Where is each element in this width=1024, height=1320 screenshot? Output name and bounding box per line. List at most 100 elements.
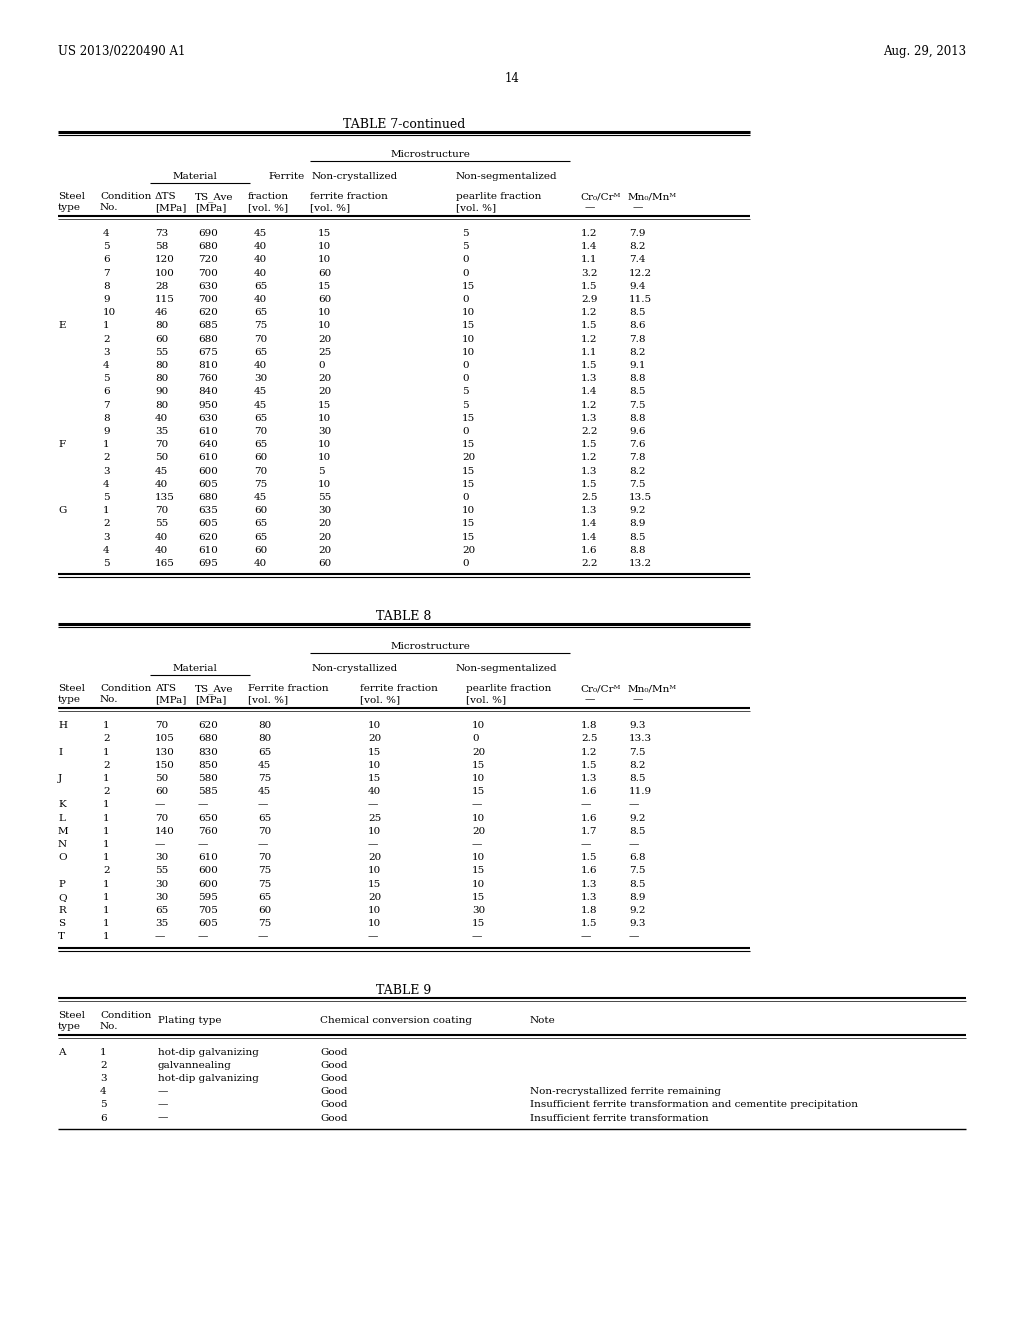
Text: No.: No. bbox=[100, 203, 119, 213]
Text: 7: 7 bbox=[103, 268, 110, 277]
Text: —: — bbox=[633, 203, 643, 213]
Text: 9.2: 9.2 bbox=[629, 506, 645, 515]
Text: 1.5: 1.5 bbox=[581, 853, 597, 862]
Text: Plating type: Plating type bbox=[158, 1015, 221, 1024]
Text: [vol. %]: [vol. %] bbox=[456, 203, 496, 213]
Text: 1.3: 1.3 bbox=[581, 506, 597, 515]
Text: 45: 45 bbox=[254, 387, 267, 396]
Text: 0: 0 bbox=[462, 492, 469, 502]
Text: No.: No. bbox=[100, 696, 119, 704]
Text: 60: 60 bbox=[254, 545, 267, 554]
Text: 25: 25 bbox=[318, 347, 331, 356]
Text: 1.5: 1.5 bbox=[581, 360, 597, 370]
Text: P: P bbox=[58, 879, 65, 888]
Text: 20: 20 bbox=[462, 545, 475, 554]
Text: 10: 10 bbox=[318, 453, 331, 462]
Text: 600: 600 bbox=[198, 879, 218, 888]
Text: 15: 15 bbox=[462, 321, 475, 330]
Text: 8.9: 8.9 bbox=[629, 892, 645, 902]
Text: 15: 15 bbox=[462, 479, 475, 488]
Text: 20: 20 bbox=[318, 334, 331, 343]
Text: 60: 60 bbox=[254, 506, 267, 515]
Text: 15: 15 bbox=[462, 532, 475, 541]
Text: 5: 5 bbox=[103, 492, 110, 502]
Text: 14: 14 bbox=[505, 73, 519, 84]
Text: 8.8: 8.8 bbox=[629, 545, 645, 554]
Text: 15: 15 bbox=[472, 919, 485, 928]
Text: 70: 70 bbox=[254, 426, 267, 436]
Text: 65: 65 bbox=[254, 519, 267, 528]
Text: 9.2: 9.2 bbox=[629, 906, 645, 915]
Text: —: — bbox=[258, 840, 268, 849]
Text: E: E bbox=[58, 321, 66, 330]
Text: 680: 680 bbox=[198, 242, 218, 251]
Text: 6: 6 bbox=[103, 255, 110, 264]
Text: 1.3: 1.3 bbox=[581, 374, 597, 383]
Text: —: — bbox=[258, 800, 268, 809]
Text: 105: 105 bbox=[155, 734, 175, 743]
Text: —: — bbox=[155, 800, 165, 809]
Text: 1.8: 1.8 bbox=[581, 906, 597, 915]
Text: 80: 80 bbox=[258, 721, 271, 730]
Text: 9.3: 9.3 bbox=[629, 919, 645, 928]
Text: 45: 45 bbox=[254, 400, 267, 409]
Text: 1: 1 bbox=[103, 721, 110, 730]
Text: 60: 60 bbox=[318, 268, 331, 277]
Text: 1.8: 1.8 bbox=[581, 721, 597, 730]
Text: 8.5: 8.5 bbox=[629, 774, 645, 783]
Text: —: — bbox=[368, 932, 379, 941]
Text: 45: 45 bbox=[258, 760, 271, 770]
Text: Steel: Steel bbox=[58, 1011, 85, 1019]
Text: 13.5: 13.5 bbox=[629, 492, 652, 502]
Text: 7.8: 7.8 bbox=[629, 334, 645, 343]
Text: 3.2: 3.2 bbox=[581, 268, 597, 277]
Text: 9.6: 9.6 bbox=[629, 426, 645, 436]
Text: 7: 7 bbox=[103, 400, 110, 409]
Text: 1.6: 1.6 bbox=[581, 787, 597, 796]
Text: 40: 40 bbox=[254, 242, 267, 251]
Text: 55: 55 bbox=[155, 866, 168, 875]
Text: 10: 10 bbox=[318, 308, 331, 317]
Text: 55: 55 bbox=[155, 519, 168, 528]
Text: 9: 9 bbox=[103, 294, 110, 304]
Text: 830: 830 bbox=[198, 747, 218, 756]
Text: 1.4: 1.4 bbox=[581, 387, 597, 396]
Text: 20: 20 bbox=[368, 892, 381, 902]
Text: 1.3: 1.3 bbox=[581, 774, 597, 783]
Text: 0: 0 bbox=[462, 374, 469, 383]
Text: 40: 40 bbox=[254, 558, 267, 568]
Text: 1: 1 bbox=[103, 813, 110, 822]
Text: 7.5: 7.5 bbox=[629, 400, 645, 409]
Text: 5: 5 bbox=[462, 242, 469, 251]
Text: 65: 65 bbox=[258, 892, 271, 902]
Text: 28: 28 bbox=[155, 281, 168, 290]
Text: 1: 1 bbox=[103, 506, 110, 515]
Text: 1: 1 bbox=[103, 321, 110, 330]
Text: 70: 70 bbox=[155, 813, 168, 822]
Text: 2.5: 2.5 bbox=[581, 492, 597, 502]
Text: 15: 15 bbox=[462, 466, 475, 475]
Text: Mn₀/Mnᴹ: Mn₀/Mnᴹ bbox=[628, 191, 677, 201]
Text: 0: 0 bbox=[462, 426, 469, 436]
Text: Insufficient ferrite transformation and cementite precipitation: Insufficient ferrite transformation and … bbox=[530, 1101, 858, 1109]
Text: 10: 10 bbox=[462, 506, 475, 515]
Text: 1.2: 1.2 bbox=[581, 308, 597, 317]
Text: 10: 10 bbox=[368, 919, 381, 928]
Text: 35: 35 bbox=[155, 919, 168, 928]
Text: 80: 80 bbox=[155, 400, 168, 409]
Text: 8.2: 8.2 bbox=[629, 242, 645, 251]
Text: 5: 5 bbox=[462, 387, 469, 396]
Text: 1.2: 1.2 bbox=[581, 228, 597, 238]
Text: 1: 1 bbox=[103, 774, 110, 783]
Text: 610: 610 bbox=[198, 545, 218, 554]
Text: 5: 5 bbox=[103, 558, 110, 568]
Text: 760: 760 bbox=[198, 374, 218, 383]
Text: 700: 700 bbox=[198, 294, 218, 304]
Text: 20: 20 bbox=[318, 545, 331, 554]
Text: 6: 6 bbox=[103, 387, 110, 396]
Text: 2: 2 bbox=[103, 866, 110, 875]
Text: Good: Good bbox=[319, 1114, 347, 1122]
Text: 8.2: 8.2 bbox=[629, 347, 645, 356]
Text: 10: 10 bbox=[318, 242, 331, 251]
Text: galvannealing: galvannealing bbox=[158, 1061, 231, 1069]
